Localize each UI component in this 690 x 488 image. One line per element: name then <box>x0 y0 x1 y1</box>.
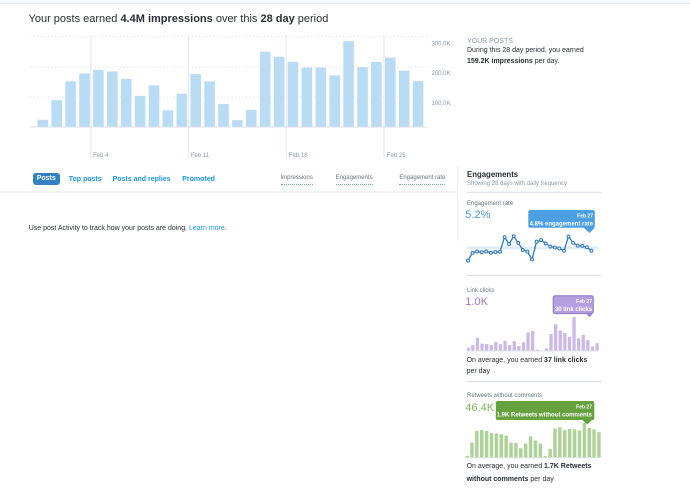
svg-text:30 link clicks: 30 link clicks <box>555 307 593 313</box>
svg-text:Feb 27: Feb 27 <box>577 213 593 219</box>
svg-text:1.9K Retweets without comments: 1.9K Retweets without comments <box>497 413 593 419</box>
svg-text:4.8% engagement rate: 4.8% engagement rate <box>530 222 594 228</box>
svg-text:200.0K: 200.0K <box>432 71 451 77</box>
svg-text:Feb 18: Feb 18 <box>289 153 308 159</box>
svg-text:300.0K: 300.0K <box>432 41 451 47</box>
svg-text:Feb 27: Feb 27 <box>576 299 592 305</box>
svg-text:Feb 27: Feb 27 <box>576 404 592 410</box>
svg-text:Feb 11: Feb 11 <box>191 153 210 159</box>
svg-text:Feb 4: Feb 4 <box>93 153 109 159</box>
svg-text:Feb 25: Feb 25 <box>387 153 406 159</box>
svg-text:100.0K: 100.0K <box>432 101 451 107</box>
